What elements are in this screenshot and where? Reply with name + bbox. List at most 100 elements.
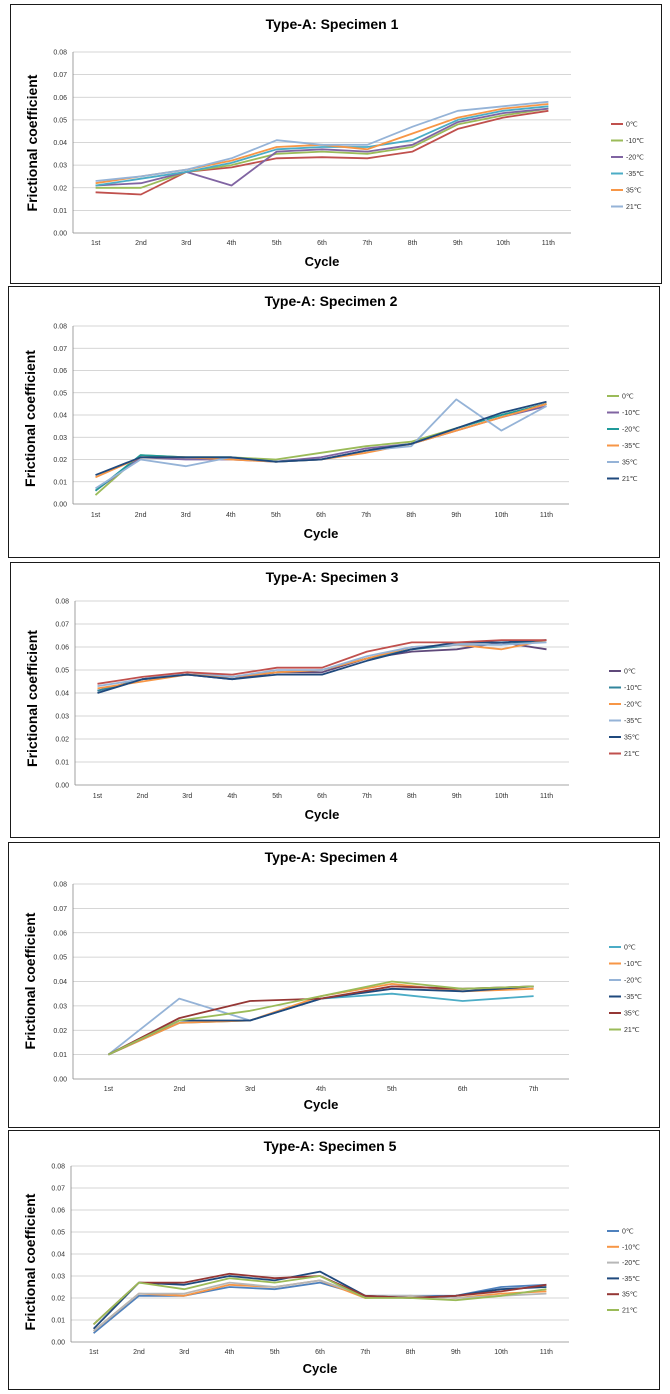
- line-chart: Type-A: Specimen 2 0.00 0.01 0.02 0.03 0.04 0.…: [22, 293, 640, 541]
- x-tick-label: 11th: [540, 512, 553, 519]
- y-tick-label: 0.02: [53, 1028, 67, 1035]
- series-line-1: [94, 405, 547, 492]
- x-tick-label: 9th: [452, 793, 462, 800]
- chart-title: Type-A: Specimen 4: [265, 849, 398, 865]
- x-tick-label: 1st: [91, 512, 100, 519]
- x-tick-label: 7th: [362, 793, 372, 800]
- x-axis-label: Cycle: [304, 526, 339, 541]
- y-tick-label: 0.08: [53, 882, 67, 889]
- y-tick-label: 0.06: [53, 95, 67, 102]
- x-tick-label: 6th: [317, 240, 327, 247]
- legend-label: -20℃: [622, 427, 640, 434]
- y-axis-label: Frictional coefficient: [22, 350, 38, 487]
- y-tick-label: 0.08: [53, 324, 67, 331]
- x-axis-label: Cycle: [303, 1361, 338, 1376]
- x-tick-label: 2nd: [137, 793, 149, 800]
- series-line-5: [97, 639, 547, 685]
- y-tick-label: 0.01: [53, 208, 67, 215]
- legend-label: -20℃: [626, 155, 644, 162]
- chart-panel-specimen-1: Type-A: Specimen 1 0.00 0.01 0.02 0.03 0.04 0.…: [10, 4, 662, 284]
- y-tick-label: 0.07: [55, 622, 69, 629]
- line-chart: Type-A: Specimen 3 0.00 0.01 0.02 0.03 0.04 0.…: [24, 569, 642, 822]
- y-tick-label: 0.03: [55, 714, 69, 721]
- x-tick-label: 5th: [387, 1086, 397, 1093]
- y-tick-label: 0.00: [53, 502, 67, 509]
- chart-panel-specimen-2: Type-A: Specimen 2 0.00 0.01 0.02 0.03 0.04 0.…: [8, 286, 660, 558]
- y-tick-label: 0.08: [51, 1164, 65, 1171]
- x-tick-label: 6th: [317, 793, 327, 800]
- y-tick-label: 0.02: [53, 185, 67, 192]
- x-tick-label: 5th: [270, 1349, 280, 1356]
- y-axis-label: Frictional coefficient: [24, 74, 40, 211]
- y-tick-label: 0.04: [53, 413, 67, 420]
- x-tick-label: 7th: [361, 512, 371, 519]
- line-chart: Type-A: Specimen 1 0.00 0.01 0.02 0.03 0.04 0.…: [24, 16, 644, 269]
- x-tick-label: 5th: [272, 793, 282, 800]
- x-tick-label: 3rd: [179, 1349, 189, 1356]
- chart-title: Type-A: Specimen 5: [264, 1138, 397, 1154]
- x-tick-label: 6th: [315, 1349, 325, 1356]
- legend-label: 35℃: [622, 1292, 638, 1299]
- x-tick-label: 7th: [362, 240, 372, 247]
- x-tick-label: 4th: [225, 1349, 235, 1356]
- chart-title: Type-A: Specimen 3: [266, 569, 399, 585]
- x-tick-label: 1st: [91, 240, 100, 247]
- x-tick-label: 2nd: [173, 1086, 185, 1093]
- legend-label: 0℃: [626, 122, 638, 129]
- x-tick-label: 3rd: [181, 512, 191, 519]
- legend-label: 0℃: [622, 1229, 634, 1236]
- x-tick-label: 9th: [453, 240, 463, 247]
- y-tick-label: 0.04: [53, 140, 67, 147]
- x-tick-label: 11th: [542, 240, 555, 247]
- legend-label: -10℃: [624, 961, 642, 968]
- x-tick-label: 6th: [316, 512, 326, 519]
- legend-label: -10℃: [624, 685, 642, 692]
- x-tick-label: 3rd: [245, 1086, 255, 1093]
- y-tick-label: 0.05: [53, 117, 67, 124]
- y-axis-label: Frictional coefficient: [22, 1193, 38, 1330]
- legend-label: -20℃: [624, 702, 642, 709]
- y-axis-label: Frictional coefficient: [24, 630, 40, 767]
- x-tick-label: 8th: [407, 793, 417, 800]
- line-chart: Type-A: Specimen 4 0.00 0.01 0.02 0.03 0.04 0.…: [22, 849, 642, 1112]
- series-line-0: [93, 1281, 547, 1334]
- legend-label: 35℃: [626, 188, 642, 195]
- x-tick-label: 11th: [540, 793, 553, 800]
- legend-label: -35℃: [624, 994, 642, 1001]
- legend-label: 35℃: [624, 1011, 640, 1018]
- y-tick-label: 0.02: [55, 737, 69, 744]
- x-tick-label: 9th: [451, 1349, 461, 1356]
- series-line-5: [92, 1275, 547, 1326]
- x-tick-label: 10th: [495, 512, 509, 519]
- y-tick-label: 0.08: [53, 50, 67, 57]
- legend-label: -20℃: [624, 978, 642, 985]
- y-tick-label: 0.00: [53, 1077, 67, 1084]
- series-line-3: [95, 105, 549, 187]
- y-tick-label: 0.03: [53, 435, 67, 442]
- series-line-5: [108, 980, 534, 1056]
- x-tick-label: 8th: [408, 240, 418, 247]
- legend-label: 0℃: [622, 394, 634, 401]
- chart-panel-specimen-5: Type-A: Specimen 5 0.00 0.01 0.02 0.03 0.04 0.…: [8, 1130, 660, 1390]
- x-tick-label: 5th: [272, 240, 282, 247]
- x-axis-label: Cycle: [305, 254, 340, 269]
- y-tick-label: 0.03: [53, 1003, 67, 1010]
- x-tick-label: 2nd: [133, 1349, 145, 1356]
- x-tick-label: 2nd: [135, 512, 147, 519]
- x-tick-label: 5th: [271, 512, 281, 519]
- y-tick-label: 0.04: [51, 1252, 65, 1259]
- y-tick-label: 0.07: [53, 906, 67, 913]
- legend-label: 0℃: [624, 669, 636, 676]
- x-tick-label: 1st: [89, 1349, 98, 1356]
- x-tick-label: 11th: [540, 1349, 553, 1356]
- y-tick-label: 0.05: [53, 390, 67, 397]
- series-line-2: [94, 403, 547, 492]
- x-tick-label: 8th: [406, 1349, 416, 1356]
- y-tick-label: 0.04: [53, 979, 67, 986]
- series-line-4: [92, 1272, 547, 1326]
- series-line-5: [95, 100, 549, 182]
- y-tick-label: 0.05: [53, 955, 67, 962]
- x-tick-label: 3rd: [181, 240, 191, 247]
- legend-label: -10℃: [626, 138, 644, 145]
- y-tick-label: 0.08: [55, 599, 69, 606]
